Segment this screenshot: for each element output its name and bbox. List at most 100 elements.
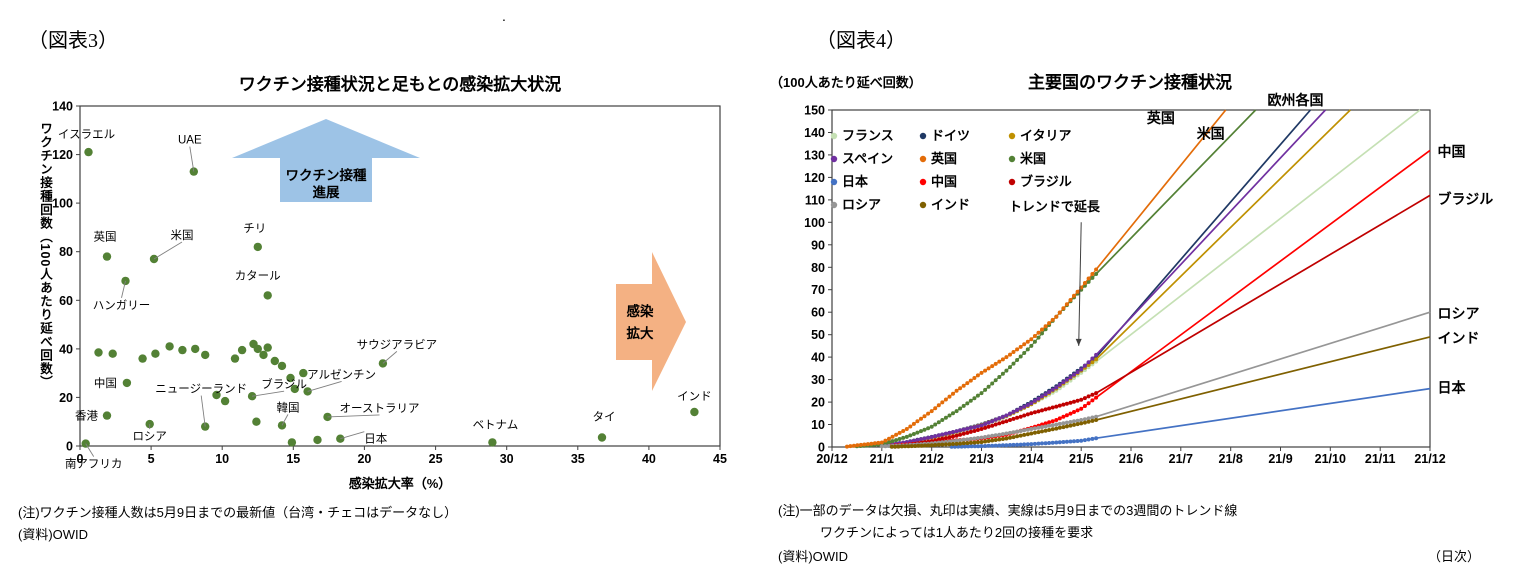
observed-dot: [901, 429, 906, 433]
observed-dot: [1075, 408, 1080, 413]
observed-dot: [997, 375, 1002, 379]
observed-dot: [1000, 432, 1005, 437]
observed-dot: [1082, 396, 1087, 401]
observed-dot: [899, 444, 904, 449]
observed-dot: [1029, 401, 1034, 406]
observed-dot: [869, 441, 874, 446]
observed-dot: [1004, 419, 1009, 424]
legend-marker: [1008, 132, 1016, 140]
svg-text:110: 110: [805, 193, 825, 207]
observed-dot: [979, 435, 984, 440]
observed-dot: [990, 419, 995, 424]
observed-dot: [958, 406, 963, 411]
observed-dot: [1032, 339, 1037, 344]
observed-dot: [919, 416, 923, 421]
plot-border: [79, 105, 721, 447]
svg-text:ワクチン接種: ワクチン接種: [286, 167, 367, 183]
observed-dot: [1022, 342, 1027, 347]
observed-dot: [1040, 425, 1044, 430]
observed-dot: [965, 437, 970, 442]
figure4-title: 主要国のワクチン接種状況: [1028, 73, 1232, 92]
data-point: [145, 419, 154, 429]
svg-text:21/8: 21/8: [1219, 452, 1243, 466]
observed-dot: [1079, 397, 1084, 402]
observed-dot: [1079, 418, 1084, 422]
observed-dot: [1072, 422, 1076, 427]
observed-dot: [1040, 408, 1044, 413]
observed-dot: [1018, 429, 1023, 433]
observed-dot: [1082, 281, 1087, 285]
data-point: [290, 384, 299, 394]
observed-dot: [1008, 430, 1012, 435]
data-point: [165, 342, 174, 351]
observed-dot: [961, 437, 966, 442]
observed-dot: [1043, 324, 1048, 329]
observed-dot: [1072, 372, 1076, 377]
observed-dot: [983, 444, 988, 448]
observed-dot: [911, 432, 916, 436]
observed-dot: [1086, 401, 1091, 406]
observed-dot: [1047, 390, 1052, 394]
trend-line: [1095, 336, 1431, 421]
label-leader: [153, 241, 183, 260]
observed-dot: [936, 433, 941, 438]
observed-dot: [1043, 424, 1048, 429]
observed-line: [856, 273, 1097, 447]
trend-line: [1095, 194, 1431, 394]
svg-text:50: 50: [811, 328, 825, 342]
svg-text:100: 100: [804, 216, 825, 230]
observed-dot: [1047, 406, 1052, 411]
observed-dot: [1032, 441, 1037, 446]
observed-dot: [990, 423, 995, 428]
observed-dot: [901, 435, 906, 440]
svg-text:ロシア: ロシア: [842, 197, 881, 212]
svg-text:21/5: 21/5: [1069, 452, 1093, 466]
observed-dot: [1000, 420, 1005, 425]
observed-dot: [1022, 413, 1027, 418]
observed-dot: [1054, 418, 1059, 422]
observed-dot: [1057, 421, 1062, 426]
observed-dot: [1061, 421, 1066, 426]
observed-dot: [883, 438, 888, 443]
observed-dot: [1064, 424, 1069, 429]
scatter-chart: ワクチン接種 進展 感染 拡大 0 20 40 60 80 100 120 140 0 5 10 15 20 25…: [10, 96, 750, 496]
svg-text:10: 10: [811, 418, 825, 432]
observed-dot: [1090, 356, 1095, 361]
data-point: [84, 147, 93, 157]
observed-dot: [933, 422, 938, 427]
observed-dot: [1050, 317, 1055, 322]
observed-dot: [962, 444, 967, 449]
observed-dot: [1061, 306, 1066, 311]
label-leader: [252, 390, 285, 397]
data-point: [263, 343, 272, 352]
data-point: [220, 396, 230, 406]
series-line: [879, 109, 1327, 448]
figure3-panel: （図表3） ワクチン接種状況と足もとの感染拡大状況 ワクチン接種回数（100人あ…: [10, 10, 762, 576]
legend-item: 英国: [919, 151, 957, 166]
observed-dot: [997, 421, 1002, 426]
observed-dot: [1050, 427, 1055, 432]
svg-text:ドイツ: ドイツ: [931, 128, 970, 143]
observed-dot: [965, 426, 970, 431]
observed-dot: [958, 386, 963, 391]
observed-dot: [1036, 409, 1041, 414]
svg-text:イタリア: イタリア: [1020, 128, 1071, 143]
observed-dot: [1054, 440, 1059, 445]
observed-dot: [975, 424, 980, 429]
observed-dot: [1025, 442, 1030, 447]
svg-text:米国: 米国: [1020, 151, 1046, 166]
label-leader: [85, 443, 95, 457]
svg-text:中国: 中国: [931, 174, 957, 189]
observed-dot: [1086, 363, 1091, 367]
observed-dot: [1086, 419, 1091, 424]
legend-item: インド: [919, 197, 970, 212]
data-point: [253, 344, 262, 354]
data-point: [488, 438, 497, 447]
observed-dot: [933, 434, 938, 439]
observed-dot: [951, 442, 955, 446]
observed-dot: [872, 441, 877, 446]
observed-dot: [1072, 399, 1076, 404]
observed-dot: [1075, 422, 1080, 427]
observed-dot: [915, 419, 920, 424]
observed-dot: [1018, 442, 1023, 447]
